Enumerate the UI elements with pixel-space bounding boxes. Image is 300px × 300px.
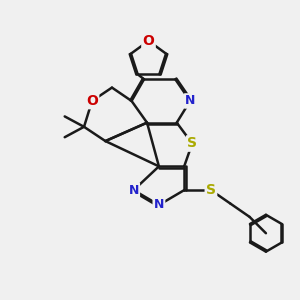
Text: O: O: [142, 34, 154, 48]
Text: N: N: [128, 184, 139, 196]
Text: O: O: [86, 94, 98, 108]
Text: S: S: [206, 183, 216, 197]
Text: N: N: [154, 199, 164, 212]
Text: N: N: [185, 94, 195, 107]
Text: S: S: [187, 136, 197, 151]
